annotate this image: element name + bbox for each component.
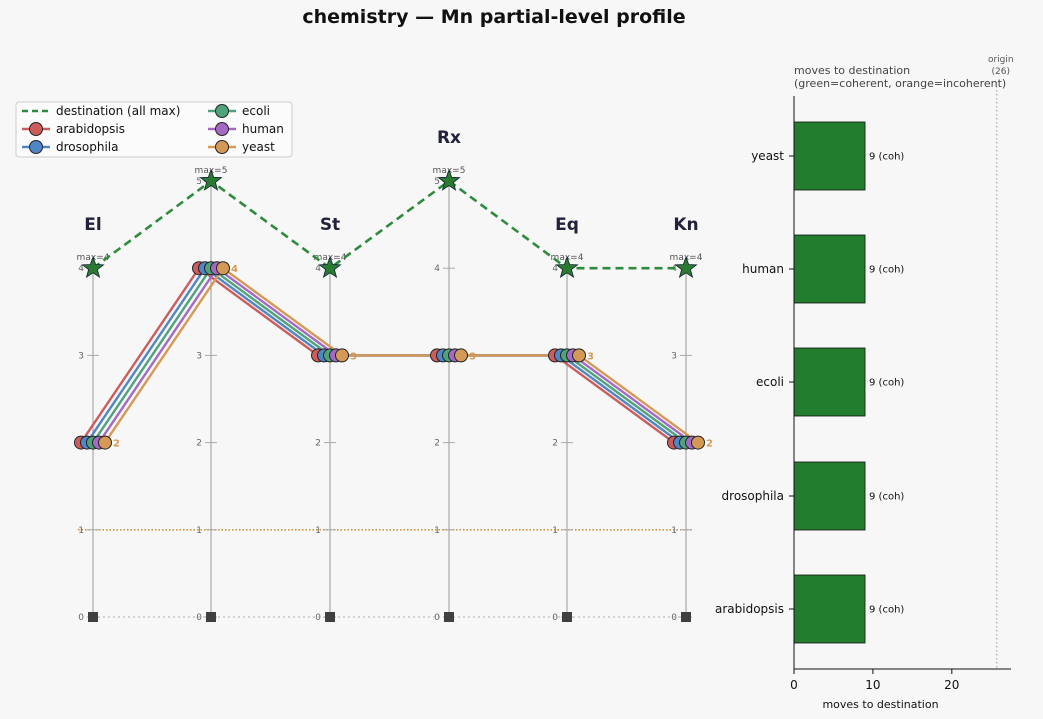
tick-label: 4 <box>315 264 321 274</box>
tick-label: 2 <box>196 439 202 449</box>
series-point-yeast <box>691 435 705 450</box>
destination-star <box>555 256 579 279</box>
destination-line <box>92 179 686 270</box>
category-label: yeast <box>751 149 784 163</box>
end-value-label: 3 <box>469 351 476 362</box>
tick-label: 3 <box>671 351 677 361</box>
bar-value-label: 9 (coh) <box>869 265 904 276</box>
origin-marker <box>325 612 335 622</box>
bar-value-label: 9 (coh) <box>869 152 904 163</box>
destination-star <box>674 256 698 279</box>
tick-label: 1 <box>552 526 558 536</box>
legend-marker <box>215 122 229 136</box>
destination-star <box>81 256 105 279</box>
end-value-label: 2 <box>706 439 713 450</box>
end-value-label: 3 <box>587 351 594 362</box>
x-tick-label: 10 <box>865 678 880 692</box>
end-value-label: 2 <box>113 439 120 450</box>
x-tick-label: 0 <box>790 678 798 692</box>
tick-label: 0 <box>671 613 677 623</box>
legend-label: drosophila <box>56 140 118 154</box>
tick-label: 5 <box>196 177 202 187</box>
x-tick-label: 20 <box>944 678 959 692</box>
series-point-yeast <box>572 348 586 363</box>
bar-human <box>793 234 866 304</box>
tick-label: 0 <box>196 613 202 623</box>
tick-label: 0 <box>434 613 440 623</box>
tick-label: 0 <box>552 613 558 623</box>
category-label: ecoli <box>756 375 784 389</box>
end-value-label: 3 <box>350 351 357 362</box>
origin-marker <box>88 612 98 622</box>
tick-label: 1 <box>78 526 84 536</box>
tick-label: 1 <box>196 526 202 536</box>
category-label: drosophila <box>722 489 784 503</box>
series-point-yeast <box>454 348 468 363</box>
bar-chart-subtitle: (green=coherent, orange=incoherent) <box>794 77 1006 90</box>
chart-title: chemistry — Mn partial-level profile <box>302 6 686 28</box>
destination-star <box>437 168 461 191</box>
bar-value-label: 9 (coh) <box>869 378 904 389</box>
tick-label: 2 <box>315 439 321 449</box>
origin-marker <box>562 612 572 622</box>
legend-marker <box>29 140 43 154</box>
legend-label: yeast <box>242 140 275 154</box>
series-line-yeast <box>104 266 699 444</box>
bar-value-label: 9 (coh) <box>869 492 904 503</box>
legend-marker <box>215 140 229 154</box>
tick-label: 4 <box>434 264 440 274</box>
tick-label: 3 <box>78 351 84 361</box>
series-point-yeast <box>98 435 112 450</box>
tick-label: 2 <box>552 439 558 449</box>
legend-label: human <box>242 122 284 136</box>
bar-drosophila <box>793 461 866 531</box>
category-label: human <box>742 262 784 276</box>
series-point-yeast <box>335 348 349 363</box>
origin-value-label: (26) <box>992 67 1010 77</box>
origin-label: origin <box>988 55 1014 65</box>
origin-marker <box>444 612 454 622</box>
bar-yeast <box>793 121 866 191</box>
tick-label: 0 <box>315 613 321 623</box>
legend-marker <box>215 104 229 118</box>
tick-label: 1 <box>315 526 321 536</box>
axis-name-el: El <box>84 215 101 235</box>
axis-name-st: St <box>320 215 340 235</box>
bar-ecoli <box>793 347 866 417</box>
profile-chart: 01234max=4El012345max=501234max=4St01234… <box>15 101 713 623</box>
destination-star <box>199 168 223 191</box>
tick-label: 0 <box>78 613 84 623</box>
origin-marker <box>681 612 691 622</box>
bar-value-label: 9 (coh) <box>869 605 904 616</box>
tick-label: 4 <box>552 264 558 274</box>
tick-label: 2 <box>434 439 440 449</box>
series-point-yeast <box>216 261 230 276</box>
axis-name-kn: Kn <box>673 215 698 235</box>
legend-marker <box>29 122 43 136</box>
tick-label: 3 <box>196 351 202 361</box>
bar-chart-title: moves to destination <box>794 64 910 77</box>
x-axis-label: moves to destination <box>822 698 938 711</box>
tick-label: 4 <box>78 264 84 274</box>
legend-label: ecoli <box>242 104 270 118</box>
axis-name-eq: Eq <box>555 215 579 235</box>
legend-label: destination (all max) <box>56 104 180 118</box>
bar-arabidopsis <box>793 574 866 644</box>
end-value-label: 4 <box>231 264 238 275</box>
category-label: arabidopsis <box>715 602 784 616</box>
tick-label: 1 <box>434 526 440 536</box>
tick-label: 5 <box>434 177 440 187</box>
legend-label: arabidopsis <box>56 122 125 136</box>
axis-name-rx: Rx <box>437 128 461 148</box>
destination-star <box>318 256 342 279</box>
origin-marker <box>206 612 216 622</box>
tick-label: 1 <box>671 526 677 536</box>
